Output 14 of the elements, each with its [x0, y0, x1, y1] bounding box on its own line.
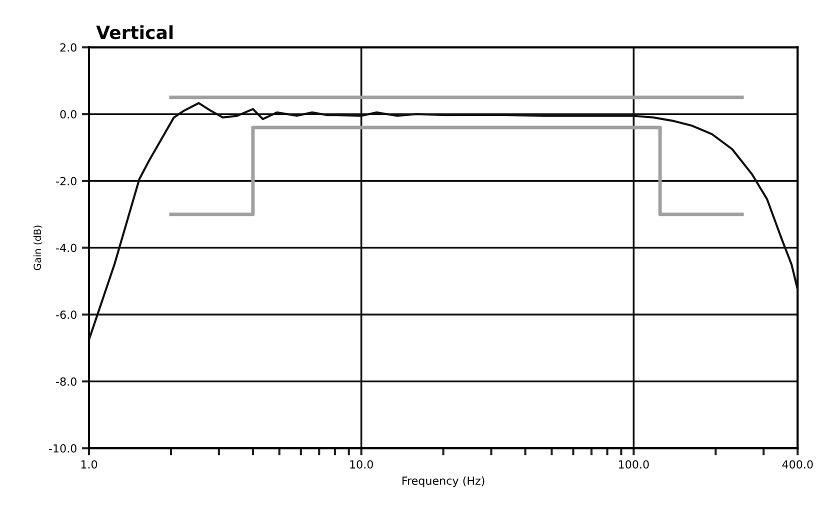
y-axis-title: Gain (dB): [33, 226, 42, 270]
y-tick-label: -2.0: [56, 176, 76, 186]
y-tick-label: -6.0: [56, 310, 76, 319]
y-tick-label: -4.0: [56, 244, 76, 252]
x-tick-label: 400.0: [782, 460, 813, 469]
y-tick-label: 2.0: [60, 43, 76, 52]
y-tick-label: 0.0: [60, 110, 76, 118]
x-axis-title: Frequency (Hz): [402, 476, 484, 488]
y-tick-label: -10.0: [48, 444, 76, 453]
chart-title: Vertical: [96, 25, 173, 40]
x-tick-label: 1.0: [81, 460, 98, 469]
x-tick-label: 10.0: [350, 460, 373, 469]
y-tick-label: -8.0: [56, 377, 76, 386]
x-tick-label: 100.0: [618, 460, 649, 469]
